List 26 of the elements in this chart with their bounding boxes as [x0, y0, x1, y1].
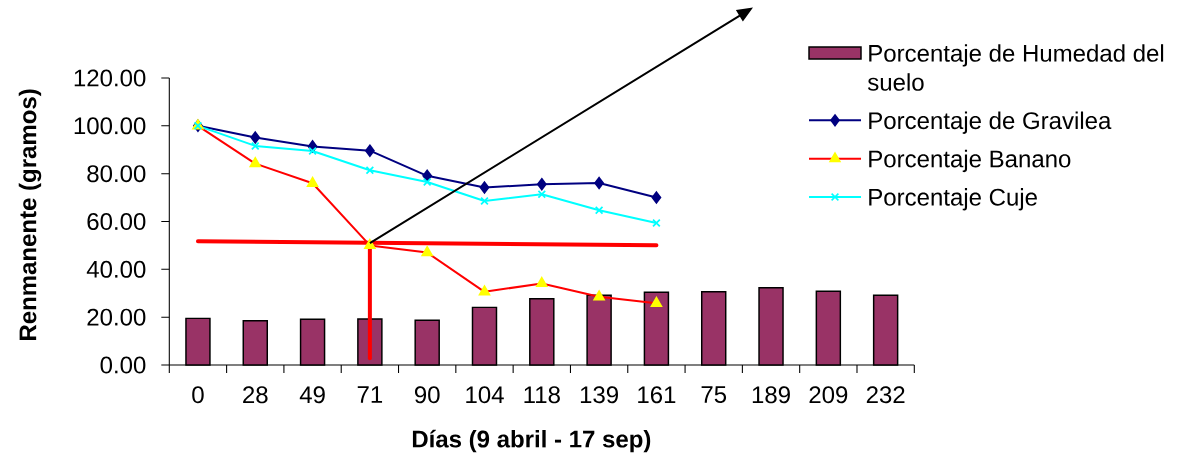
x-tick-label: 0	[192, 386, 204, 404]
x-tick-label: 49	[299, 386, 325, 404]
x-tick-label: 75	[701, 386, 727, 403]
x-tick-label: 161	[638, 386, 676, 404]
x-tick-label: 232	[866, 386, 905, 404]
y-axis-title: Renmanente (gramos)	[18, 89, 42, 340]
y-tick-label: 80.00	[87, 165, 146, 183]
y-tick-label: 20.00	[87, 308, 146, 326]
y-tick-label: 60.00	[87, 212, 146, 230]
legend-label: Porcentaje de Humedad del suelo	[867, 44, 1164, 91]
y-tick-label: 120.00	[74, 69, 146, 87]
legend-label: Porcentaje Cuje	[869, 188, 1037, 211]
x-tick-label: 139	[580, 386, 618, 404]
x-tick-label: 90	[414, 386, 440, 404]
y-tick-label: 40.00	[86, 260, 146, 278]
x-tick-label: 104	[466, 386, 504, 404]
legend-label: Porcentaje de Gravilea	[869, 111, 1112, 134]
x-tick-label: 209	[809, 386, 848, 404]
legend-label: Porcentaje Banano	[869, 149, 1071, 173]
x-axis-title: Días (9 abril - 17 sep)	[412, 429, 651, 453]
x-tick-label: 189	[752, 386, 790, 404]
y-tick-label: 0.00	[100, 356, 146, 374]
y-tick-label: 100.00	[74, 117, 146, 135]
x-tick-label: 118	[524, 386, 560, 404]
x-tick-label: 71	[357, 386, 383, 403]
x-tick-label: 28	[243, 386, 268, 404]
